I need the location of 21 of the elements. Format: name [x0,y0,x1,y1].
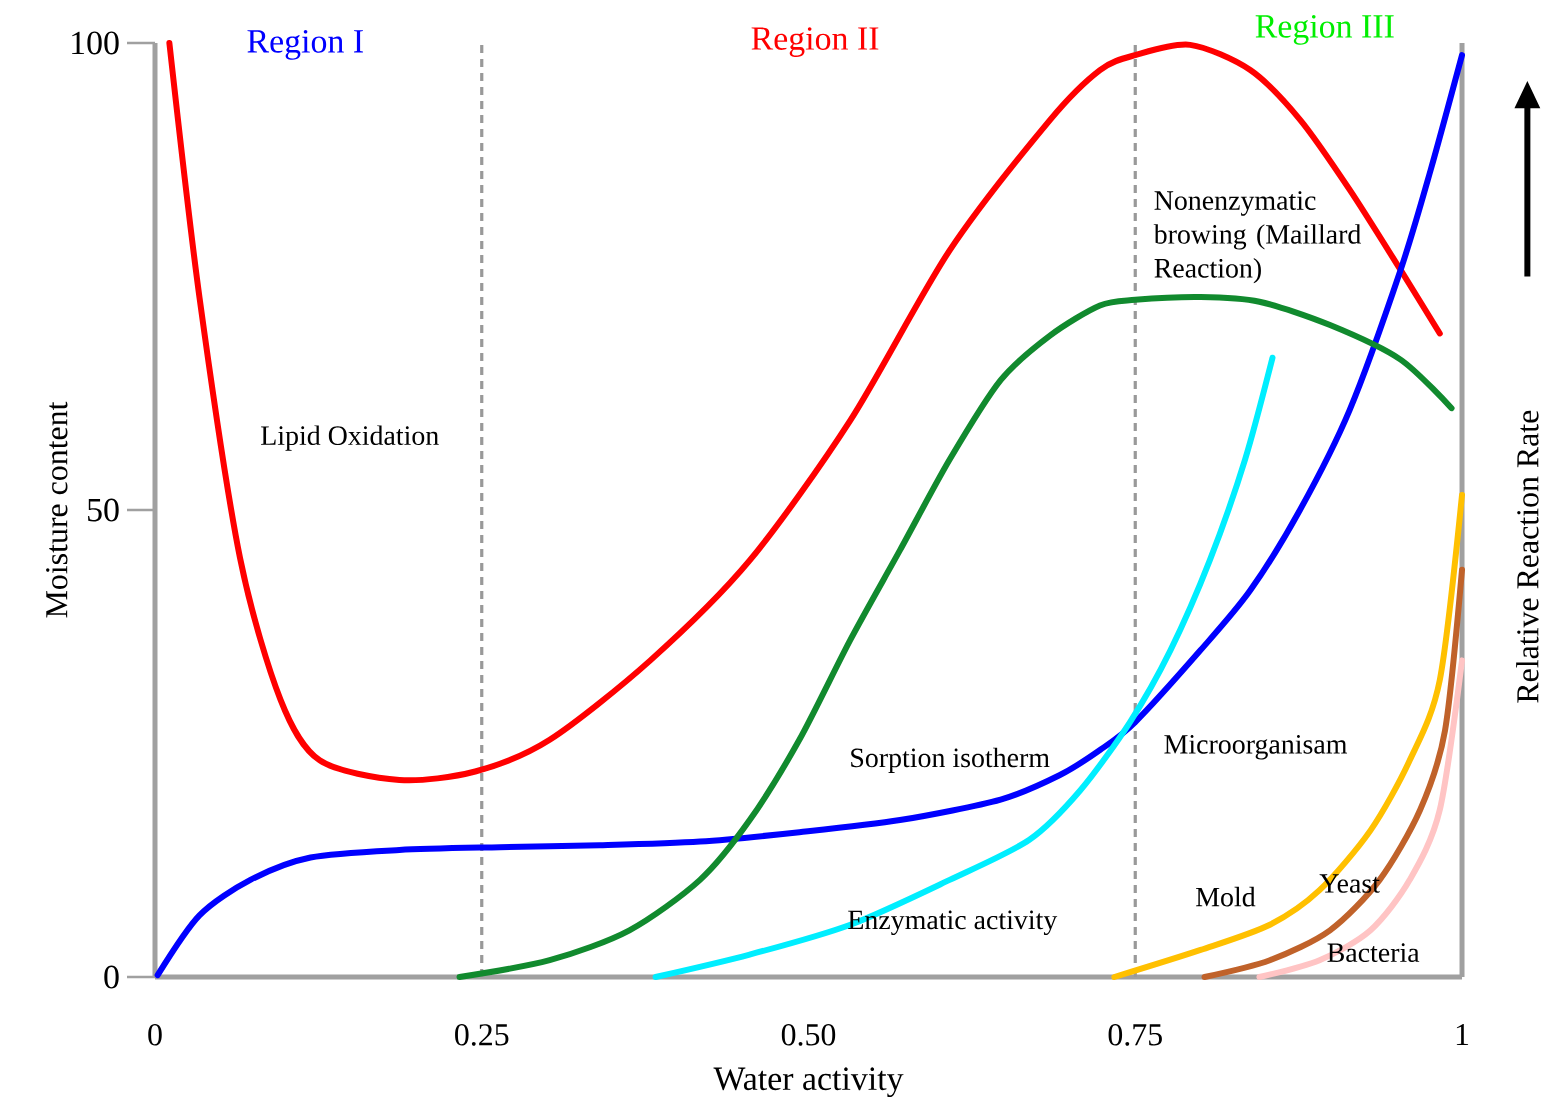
x-tick-label: 0.50 [781,1024,836,1046]
y-axis-title: Moisture content [46,401,68,618]
annotation: Microorganisam [1164,734,1348,760]
annotation: Nonenzymatic browing (Maillard Reaction) [1153,191,1362,284]
y2-axis-title: Relative Reaction Rate [1516,410,1539,703]
annotation: Region II [751,27,879,57]
annotation: Region III [1255,15,1394,45]
x-tick-label: 0 [148,1024,162,1046]
x-tick-label: 1 [1456,1024,1469,1046]
annotation: Mold [1196,886,1256,907]
x-axis-title: Water activity [713,1067,904,1098]
annotation: Region I [247,29,363,60]
x-tick-label: 0.25 [455,1024,509,1046]
annotation: Sorption isotherm [851,747,1050,773]
y-tick-label: 0 [104,965,119,989]
annotation: Bacteria [1327,943,1420,963]
y-tick-label: 100 [72,31,119,55]
annotation: Lipid Oxidation [261,425,439,451]
y-tick-label: 50 [88,498,119,522]
annotation: Enzymatic activity [848,910,1058,936]
x-tick-label: 0.75 [1108,1024,1162,1046]
